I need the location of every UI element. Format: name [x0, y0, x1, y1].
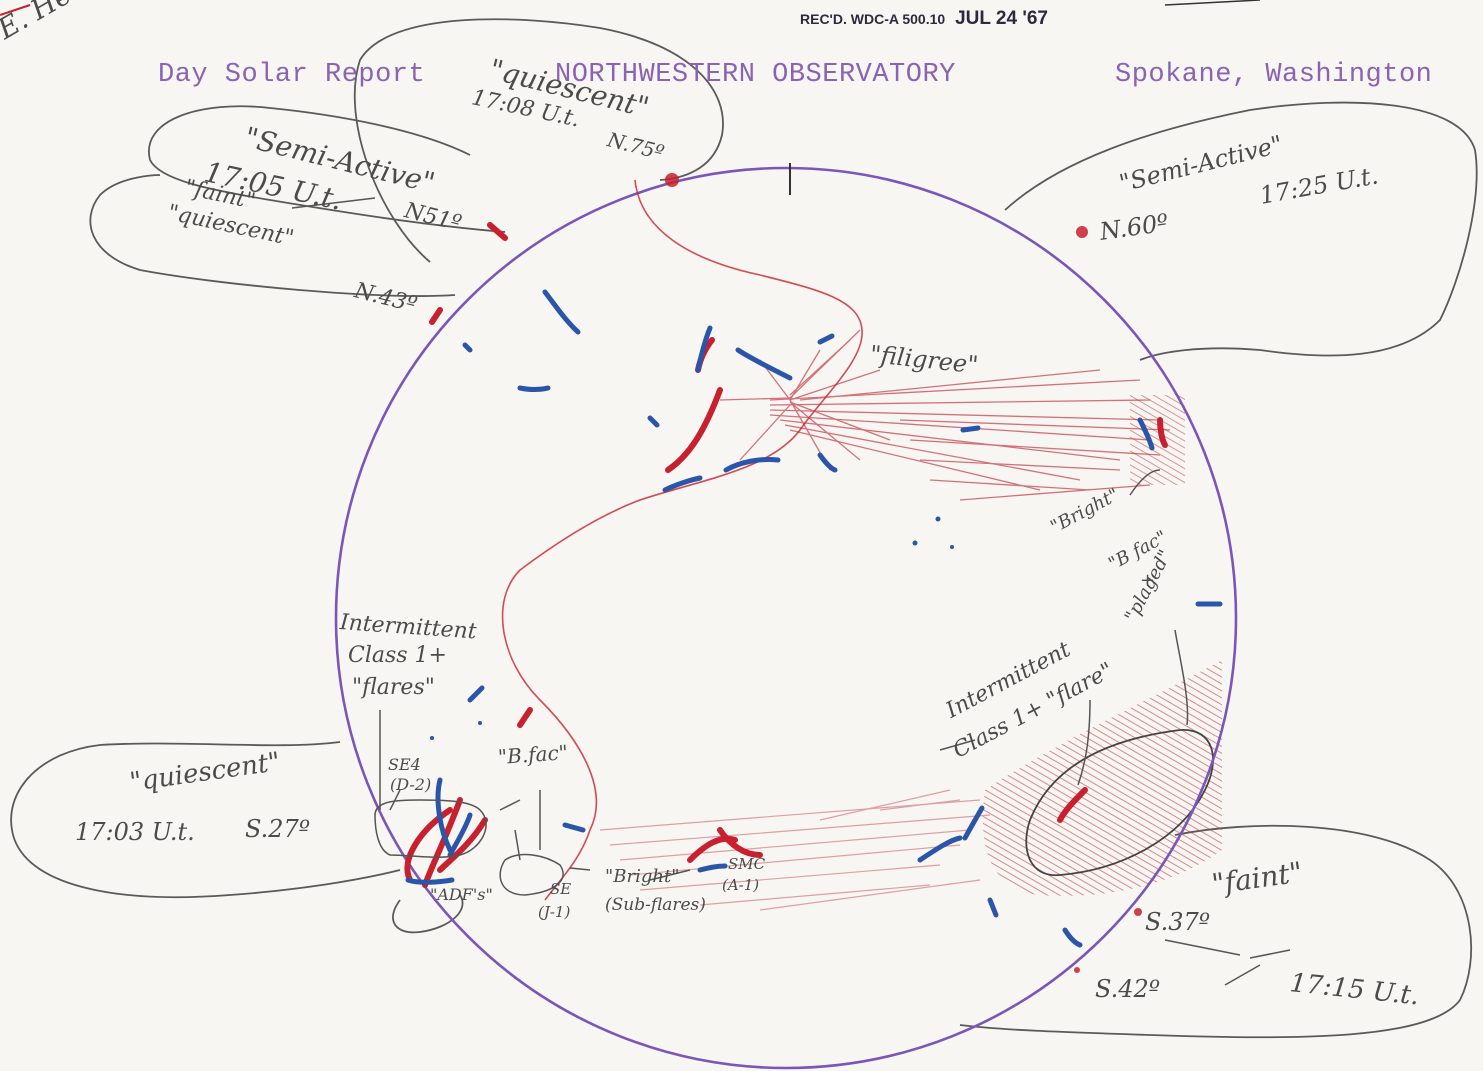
- label-class-left: Class 1+: [348, 643, 447, 668]
- outline-semi-active-left: [148, 105, 506, 233]
- lower-streaks: [599, 789, 991, 911]
- label-smc: SMC: [728, 855, 766, 873]
- outline-semi-active-right: [1004, 101, 1478, 361]
- observatory-location: Spokane, Washington: [1115, 60, 1433, 90]
- pencil-lines: [291, 197, 1291, 986]
- label-lat-s42: S.42º: [1095, 975, 1161, 1003]
- label-plus: +: [1140, 570, 1156, 591]
- plage-lower-right: [982, 660, 1222, 896]
- stamp-date: JUL 24 '67: [955, 8, 1048, 29]
- prominence-outlines: [10, 18, 1478, 1039]
- prominence-markers: [665, 173, 1142, 973]
- solar-disk: [334, 166, 1238, 1070]
- label-j1: (J-1): [538, 903, 571, 921]
- label-a1: (A-1): [722, 876, 760, 894]
- outline-small-loop: [392, 894, 464, 934]
- outline-faint-left: [89, 174, 456, 297]
- report-title: Day Solar Report: [158, 60, 426, 90]
- blue-specks: [430, 516, 954, 740]
- label-sub-flares: (Sub-flares): [605, 895, 706, 915]
- neutral-line-red: [501, 179, 863, 901]
- observatory-name: NORTHWESTERN OBSERVATORY: [555, 60, 956, 90]
- outline-quiescent-top: [353, 18, 724, 263]
- bright-plage-upper: [1130, 395, 1185, 485]
- label-se4: SE4: [388, 755, 421, 774]
- received-stamp: REC'D. WDC-A 500.10 JUL 24 '67: [800, 8, 1048, 30]
- label-se: SE: [550, 880, 572, 898]
- corner-box: [0, 4, 31, 16]
- stamp-prefix: REC'D. WDC-A 500.10: [800, 11, 946, 27]
- outline-quiescent-lower: [10, 741, 401, 898]
- label-flares-left: "flares": [352, 675, 435, 700]
- label-bright-lower: "Bright": [605, 866, 680, 887]
- blue-filaments: [405, 289, 1223, 948]
- label-lat-s37: S.37º: [1145, 908, 1211, 936]
- label-b-fac-lower: "B.fac": [497, 740, 569, 769]
- label-time-1703: 17:03 U.t.: [75, 818, 195, 846]
- label-d2: (D-2): [390, 775, 432, 794]
- plage-lower-right-outline: [1025, 729, 1214, 876]
- top-right-rule: [1164, 0, 1261, 6]
- label-lat-s27: S.27º: [245, 815, 311, 843]
- label-adf: "ADF's": [430, 885, 493, 904]
- outline-faint-right: [959, 824, 1473, 1039]
